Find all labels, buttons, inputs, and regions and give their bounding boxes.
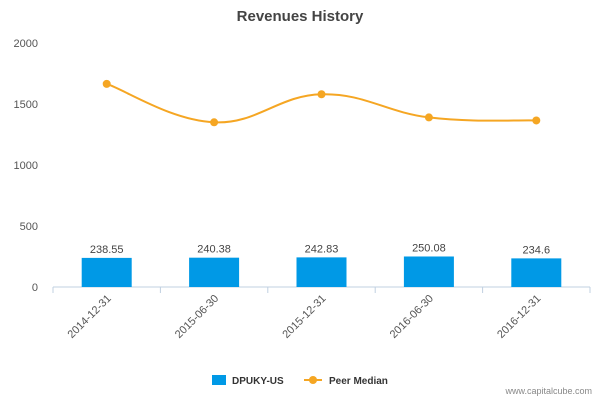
bar-data-label: 250.08 [412,242,446,254]
bar-data-label: 242.83 [305,243,339,255]
chart-title: Revenues History [237,8,364,25]
y-tick-label: 1500 [14,99,38,111]
peer-median-point [532,116,541,125]
x-tick-label: 2015-12-31 [280,293,328,341]
bar [403,256,454,287]
y-tick-label: 2000 [14,38,38,50]
y-tick-label: 500 [20,221,38,233]
bar [189,257,240,287]
y-axis: 0 500 1000 1500 2000 [14,38,38,294]
legend-swatch-peer-median-marker [309,376,317,384]
source-credit: www.capitalcube.com [504,386,592,396]
x-tick-label: 2016-12-31 [495,293,543,341]
bar-data-label: 238.55 [90,244,124,256]
legend-swatch-dpuky [212,375,226,385]
peer-median-line [106,82,537,124]
bar [296,257,347,287]
peer-median-point [102,79,111,88]
bar-data-label: 240.38 [197,244,231,256]
y-tick-label: 0 [32,282,38,294]
legend: DPUKY-US Peer Median [212,375,388,387]
x-axis: 2014-12-31 2015-06-30 2015-12-31 2016-06-30… [52,286,591,341]
x-tick-label: 2015-06-30 [173,293,221,341]
bar [81,257,132,287]
x-tick-label: 2016-06-30 [388,293,436,341]
peer-median-point [210,118,219,127]
bar-series: 238.55 240.38 242.83 250.08 234.6 [81,242,562,287]
peer-median-point [317,90,326,99]
x-tick-label: 2014-12-31 [66,293,114,341]
legend-label-dpuky: DPUKY-US [232,376,284,387]
peer-median-point [424,113,433,122]
legend-label-peer-median: Peer Median [329,376,388,387]
y-tick-label: 1000 [14,160,38,172]
bar [511,258,562,287]
line-series [102,79,541,127]
bar-data-label: 234.6 [523,244,551,256]
